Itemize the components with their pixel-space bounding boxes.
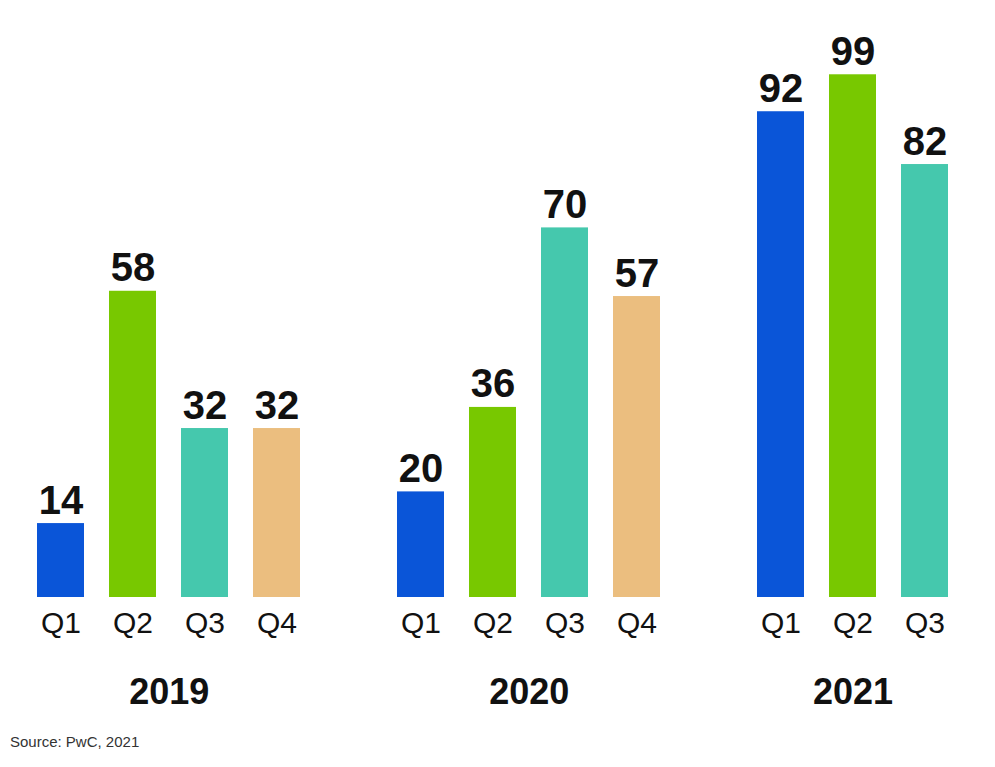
svg-text:32: 32 <box>255 383 300 427</box>
svg-text:Q1: Q1 <box>761 606 801 639</box>
svg-text:Q2: Q2 <box>833 606 873 639</box>
svg-text:70: 70 <box>543 182 588 226</box>
svg-text:32: 32 <box>183 383 228 427</box>
svg-text:99: 99 <box>831 29 876 73</box>
svg-text:Q4: Q4 <box>617 606 657 639</box>
svg-text:2019: 2019 <box>129 671 209 712</box>
svg-text:92: 92 <box>759 66 804 110</box>
svg-text:20: 20 <box>399 446 444 490</box>
svg-text:Q3: Q3 <box>545 606 585 639</box>
svg-text:Q2: Q2 <box>113 606 153 639</box>
svg-text:Q1: Q1 <box>41 606 81 639</box>
html-text:Source: PwC, 2021: Source: PwC, 2021 <box>10 733 140 750</box>
svg-text:Q3: Q3 <box>905 606 945 639</box>
svg-text:57: 57 <box>615 251 660 295</box>
svg-text:Q2: Q2 <box>473 606 513 639</box>
svg-text:36: 36 <box>471 361 516 405</box>
svg-text:58: 58 <box>111 245 156 289</box>
svg-text:Q3: Q3 <box>185 606 225 639</box>
svg-text:2020: 2020 <box>489 671 569 712</box>
svg-text:Q4: Q4 <box>257 606 297 639</box>
svg-text:2021: 2021 <box>813 671 893 712</box>
svg-text:82: 82 <box>903 119 948 163</box>
svg-text:Q1: Q1 <box>401 606 441 639</box>
svg-text:14: 14 <box>39 478 84 522</box>
